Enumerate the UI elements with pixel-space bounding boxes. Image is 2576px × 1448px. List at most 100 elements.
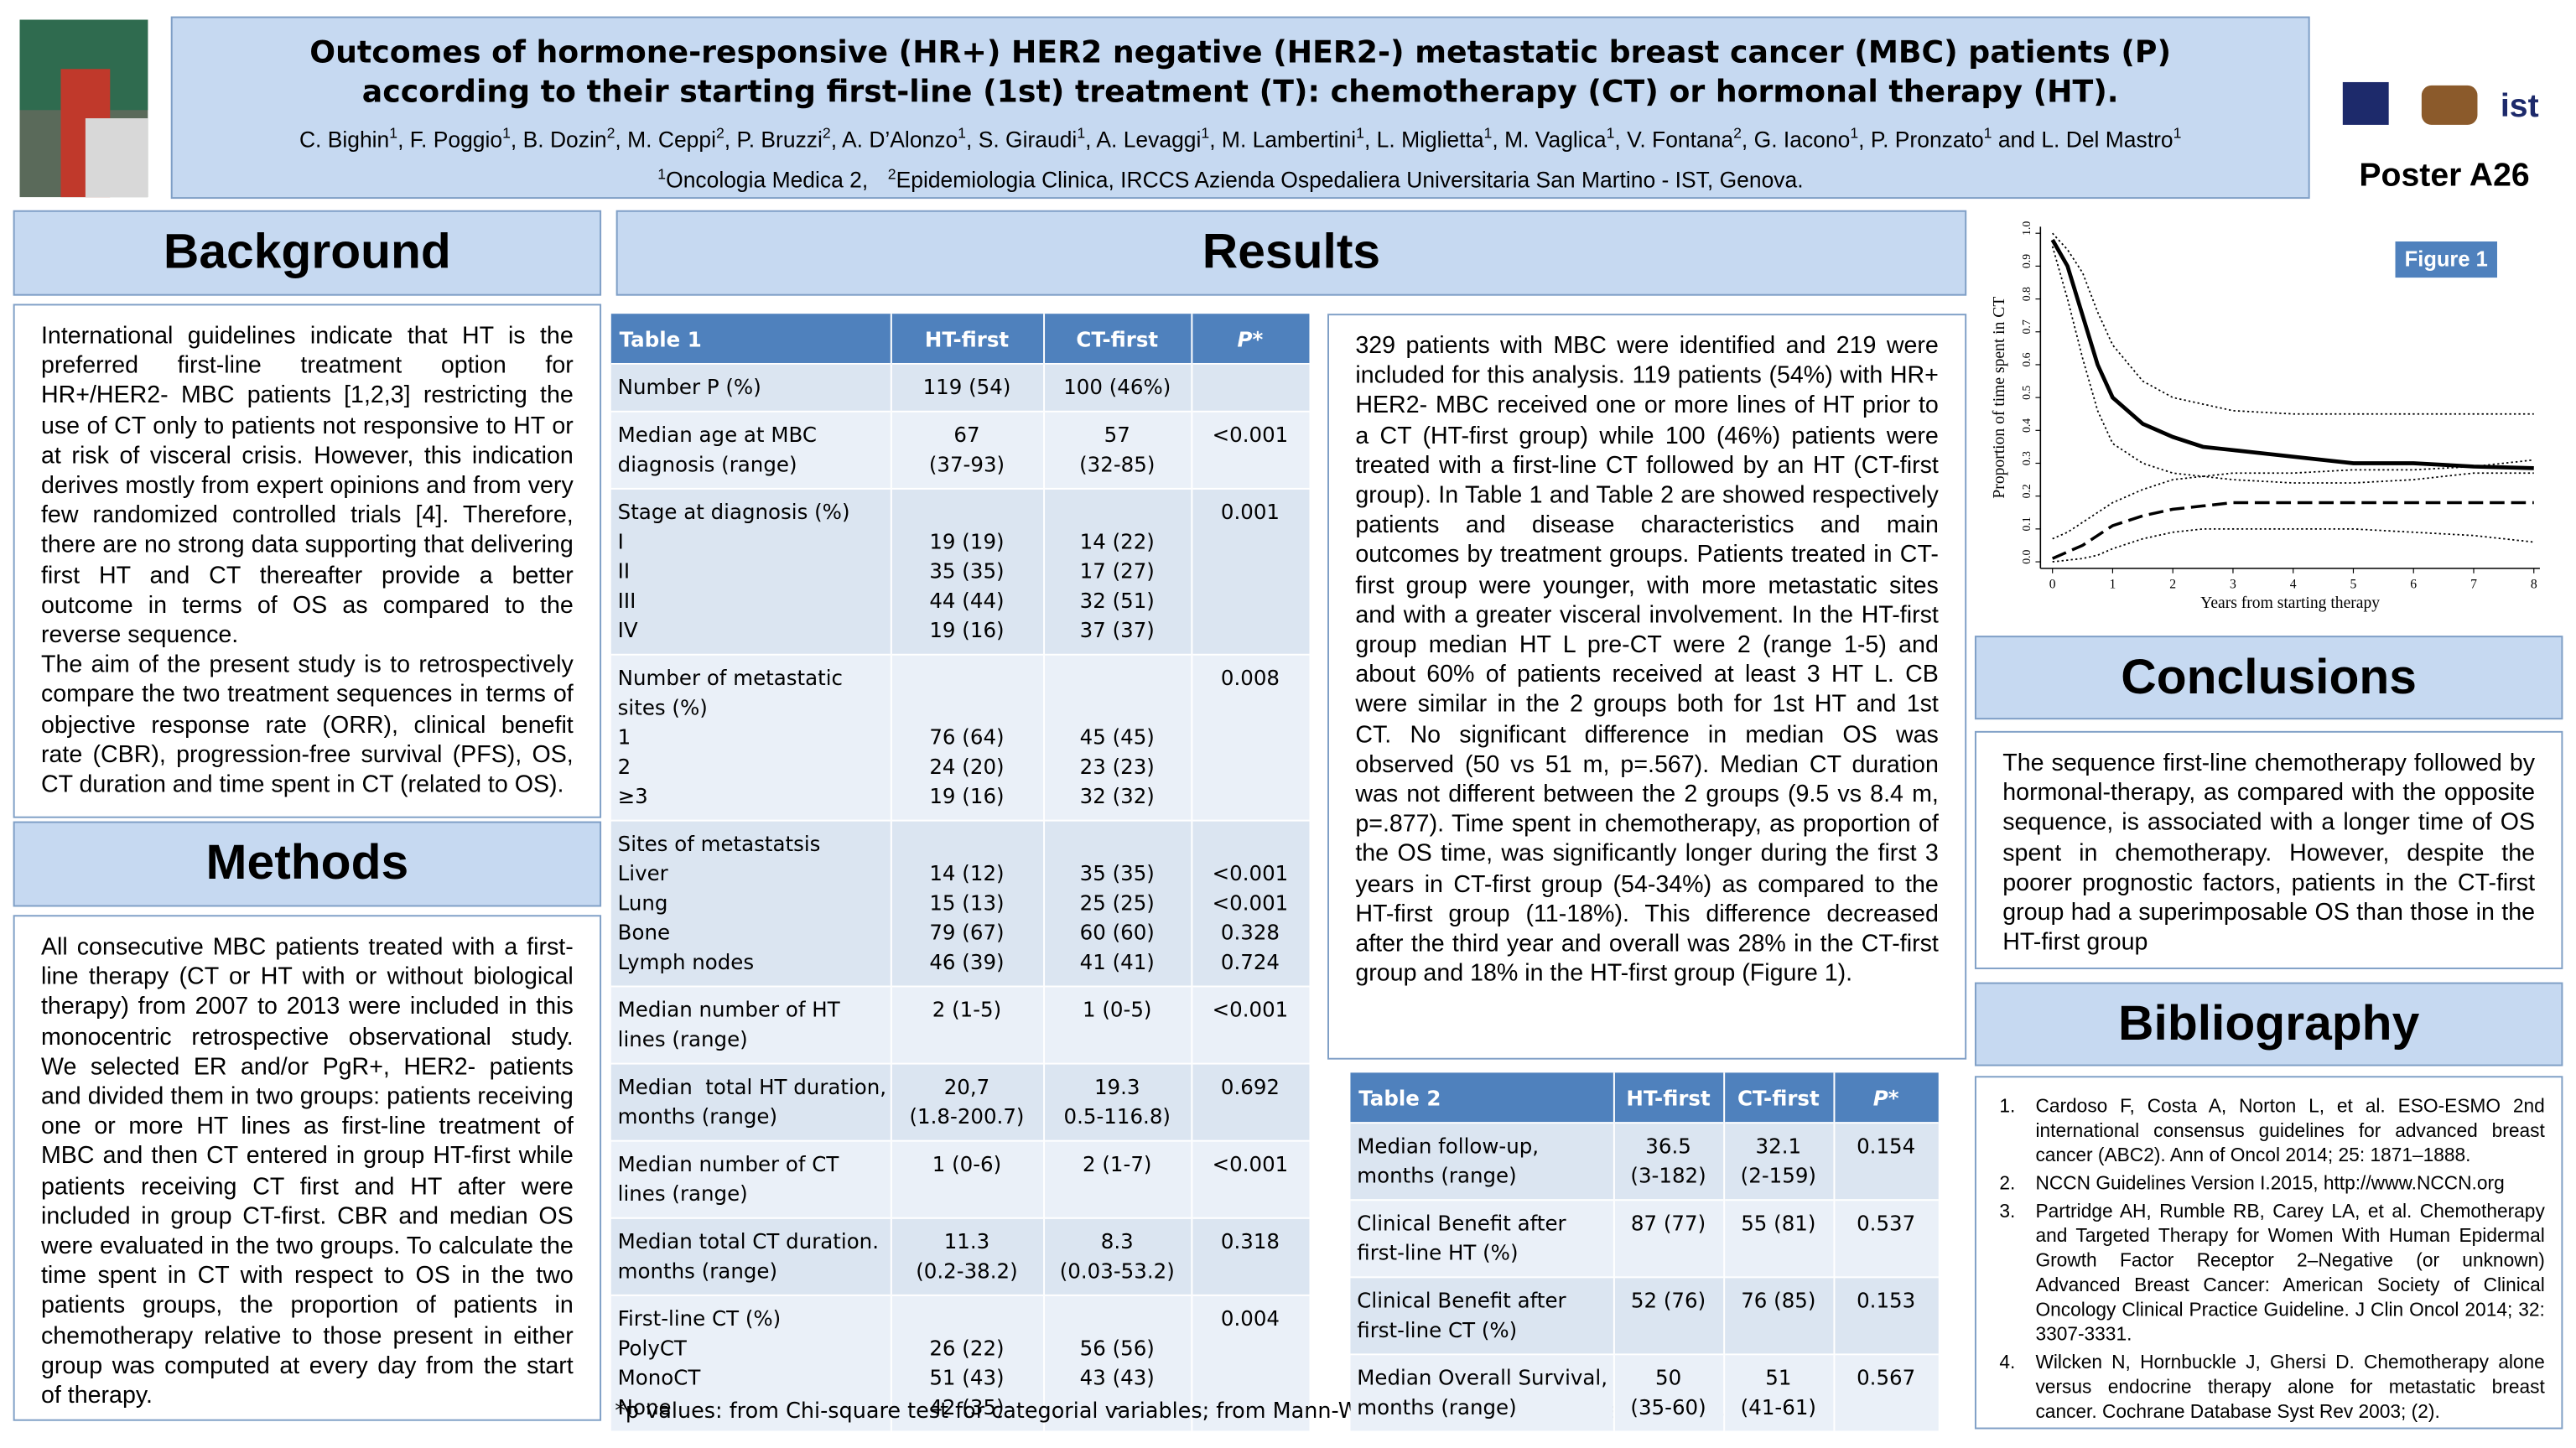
conclusions-text: The sequence first-line chemotherapy fol… xyxy=(1974,730,2563,969)
table-cell: 11.3 (0.2-38.2) xyxy=(890,1217,1045,1295)
title: Outcomes of hormone-responsive (HR+) HER… xyxy=(309,36,2172,111)
cell-line: 2 xyxy=(617,754,631,779)
header-cell: CT-first xyxy=(1043,314,1192,364)
cell-line: 1 (0-6) xyxy=(932,1151,1002,1176)
spacer xyxy=(898,664,1036,693)
table-cell: Clinical Benefit after first-line HT (%) xyxy=(1350,1199,1614,1278)
figure: 0.0 0.1 0.2 0.3 0.4 0.5 0.6 0.7 0.8 0.9 1.0 0 1 2 3 4 5 6… xyxy=(1974,210,2563,630)
table-cell: 0.004 xyxy=(1191,1294,1311,1431)
cell-line: III xyxy=(617,588,636,613)
cell-line: MonoCT xyxy=(617,1365,701,1390)
reference-number: 2. xyxy=(1999,1172,2016,1195)
author: , M. Vaglica xyxy=(1492,127,1607,153)
section-heading: Results xyxy=(615,210,1967,296)
y-tick-label: 0.7 xyxy=(2020,319,2033,334)
cell-line: months (range) xyxy=(1357,1394,1517,1419)
spacer xyxy=(1198,829,1301,859)
affiliation-mark: 2 xyxy=(606,124,615,142)
cell-line: (0.2-38.2) xyxy=(916,1258,1018,1284)
table-cell: <0.001 xyxy=(1191,410,1311,489)
y-tick-label: 1.0 xyxy=(2020,221,2033,236)
cell-line: Number P (%) xyxy=(617,374,761,400)
cell-line: PolyCT xyxy=(617,1335,687,1361)
affiliation-mark: 2 xyxy=(715,124,724,142)
cell-line: 0.537 xyxy=(1857,1210,1916,1236)
cell-line: 76 (85) xyxy=(1741,1288,1816,1313)
affiliation-mark: 1 xyxy=(1983,124,1992,142)
spacer xyxy=(1621,1316,1716,1345)
authors: C. Bighin1, F. Poggio1, B. Dozin2, M. Ce… xyxy=(173,117,2309,157)
cell-line: <0.001 xyxy=(1212,890,1289,916)
table-cell: Number of metastatic sites (%) 1 2 ≥3 xyxy=(610,653,891,821)
table-row: Median follow-up, months (range) 36.5 (3-18… xyxy=(1350,1122,1940,1201)
cell-line: Sites of metastatsis xyxy=(617,831,821,856)
spacer xyxy=(898,1025,1036,1055)
line-series xyxy=(2052,527,2534,563)
spacer xyxy=(1198,782,1301,812)
header-row: Table 2 HT-first CT-first P* xyxy=(1350,1072,1940,1124)
table-cell: Clinical Benefit after first-line CT (%) xyxy=(1350,1276,1614,1355)
spacer xyxy=(1051,1305,1184,1334)
x-tick-label: 6 xyxy=(2410,577,2417,591)
reference-number: 4. xyxy=(1999,1352,2016,1373)
section-heading: Methods xyxy=(13,821,602,907)
table-row: Median age at MBC diagnosis (range) 67 (37-… xyxy=(610,410,1311,489)
reference-text: Partridge AH, Rumble RB, Carey LA, et al… xyxy=(2035,1201,2545,1346)
table-cell: <0.001 xyxy=(1191,1139,1311,1218)
background-text: International guidelines indicate that H… xyxy=(13,304,602,818)
cell-line: <0.001 xyxy=(1212,422,1289,447)
cell-line: 35 (35) xyxy=(1079,860,1155,886)
author: , P. Bruzzi xyxy=(724,127,823,153)
table-cell: 50 (35-60) xyxy=(1613,1353,1725,1431)
table-row: Number P (%) 119 (54) 100 (46%) xyxy=(610,362,1311,412)
table-row: Stage at diagnosis (%) I II III IV 19 (19) 35 … xyxy=(610,487,1311,655)
cell-line: 51 xyxy=(1765,1365,1792,1390)
affiliation-mark: 1 xyxy=(1356,124,1364,142)
spacer xyxy=(1198,527,1301,557)
spacer xyxy=(1198,1180,1301,1209)
table-cell: 55 (81) xyxy=(1723,1199,1835,1278)
table-body: Number P (%) 119 (54) 100 (46%) Median age … xyxy=(610,362,1311,1431)
cell-line: 0.5-116.8) xyxy=(1063,1103,1171,1129)
spacer xyxy=(1198,1257,1301,1286)
cell-line: lines (range) xyxy=(617,1181,748,1207)
figure-chart: 0.0 0.1 0.2 0.3 0.4 0.5 0.6 0.7 0.8 0.9 1.0 0 1 2 3 4 5 6… xyxy=(1991,221,2540,612)
cell-line: (32-85) xyxy=(1079,451,1156,477)
x-tick-label: 5 xyxy=(2350,577,2357,591)
header-cell: P* xyxy=(1833,1072,1940,1124)
affiliation-mark: 2 xyxy=(1733,124,1742,142)
cell-line: None xyxy=(617,1394,672,1419)
spacer xyxy=(1621,1238,1716,1268)
table-row: Median total CT duration. months (range) 1… xyxy=(610,1217,1311,1295)
cell-line: Lymph nodes xyxy=(617,949,755,974)
table-cell: 14 (22) 17 (27) 32 (51) 37 (37) xyxy=(1043,487,1192,655)
cell-line: 41 (41) xyxy=(1079,949,1155,974)
table-row: Median number of HT lines (range) 2 (1-5) 1… xyxy=(610,985,1311,1064)
x-tick-label: 1 xyxy=(2110,577,2116,591)
table-2: Table 2 HT-first CT-first P* Median follow-u… xyxy=(1350,1072,1940,1431)
affiliation: Epidemiologia Clinica, IRCCS Azienda Osp… xyxy=(896,167,1804,193)
cell-line: 0.318 xyxy=(1220,1228,1280,1253)
table-cell xyxy=(1191,362,1311,412)
cell-line: First-line CT (%) xyxy=(617,1305,782,1331)
spacer xyxy=(898,693,1036,723)
cell-line: 42 (35) xyxy=(929,1394,1005,1419)
table-row: Sites of metastatsis Liver Lung Bone Lymph n… xyxy=(610,819,1311,987)
cell-line: 0.008 xyxy=(1220,665,1280,690)
cell-line: I xyxy=(617,528,624,554)
table-cell: 0.008 xyxy=(1191,653,1311,821)
spacer xyxy=(1841,1161,1931,1191)
table-cell: Median follow-up, months (range) xyxy=(1350,1122,1614,1201)
table-cell: 8.3 (0.03-53.2) xyxy=(1043,1217,1192,1295)
table-1: Table 1 HT-first CT-first P* Number P (%) 119… xyxy=(610,314,1311,1431)
cell-line: 37 (37) xyxy=(1079,617,1155,643)
table-cell: 14 (12) 15 (13) 79 (67) 46 (39) xyxy=(890,819,1045,987)
table-cell: 1 (0-6) xyxy=(890,1139,1045,1218)
affiliation-mark: 1 xyxy=(1606,124,1615,142)
table-cell: Median number of CT lines (range) xyxy=(610,1139,891,1218)
cell-line: Clinical Benefit after xyxy=(1357,1288,1566,1313)
table-cell: 76 (85) xyxy=(1723,1276,1835,1355)
bibliography-list: 1. Cardoso F, Costa A, Norton L, et al. E… xyxy=(1974,1076,2563,1430)
cell-line: 32 (32) xyxy=(1079,783,1155,808)
cell-line: 76 (64) xyxy=(929,724,1005,750)
